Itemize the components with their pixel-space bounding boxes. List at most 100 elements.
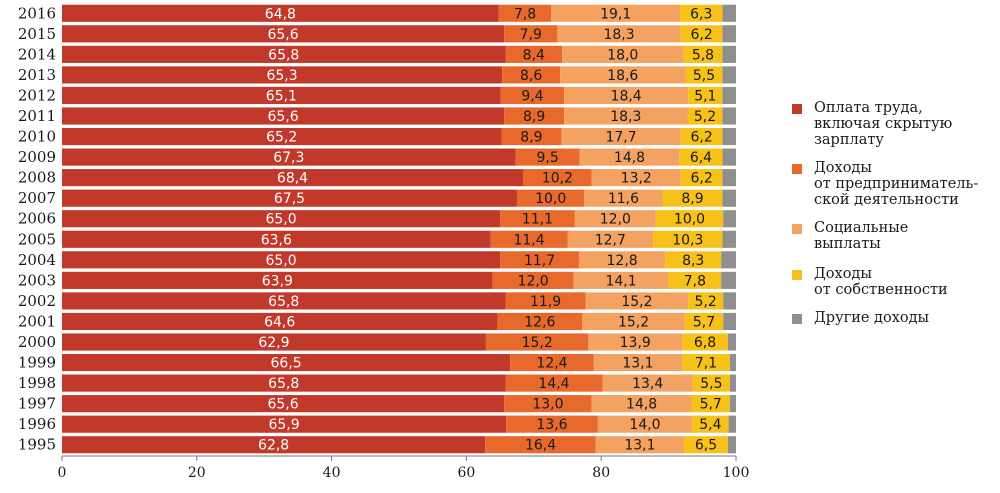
data-label: 9,5 bbox=[536, 150, 558, 166]
legend-swatch bbox=[792, 104, 802, 114]
data-label: 68,4 bbox=[277, 171, 308, 187]
data-label: 62,9 bbox=[258, 335, 289, 351]
bar-segment bbox=[722, 148, 736, 166]
bar-segment bbox=[62, 45, 506, 63]
category-label: 2001 bbox=[18, 312, 56, 330]
legend-label: Доходы от предпринима­тель- ской деятель… bbox=[814, 160, 979, 208]
category-label: 2012 bbox=[18, 86, 56, 104]
bar-segment bbox=[722, 189, 736, 207]
legend-item: Доходы от предпринима­тель- ской деятель… bbox=[792, 160, 997, 208]
category-label: 2009 bbox=[18, 148, 56, 166]
data-label: 6,4 bbox=[690, 150, 712, 166]
bar-segment bbox=[721, 271, 736, 289]
data-label: 5,2 bbox=[695, 294, 717, 310]
data-label: 14,8 bbox=[614, 150, 645, 166]
bar-segment bbox=[62, 25, 505, 43]
bar-segment bbox=[504, 25, 558, 43]
bar-segment bbox=[573, 271, 669, 289]
legend-item: Социальные выплаты bbox=[792, 220, 997, 252]
data-label: 67,5 bbox=[274, 191, 305, 207]
bar-segment bbox=[655, 210, 724, 228]
x-tick-label: 80 bbox=[592, 465, 610, 481]
bar-segment bbox=[679, 148, 723, 166]
category-label: 2003 bbox=[18, 271, 56, 289]
data-label: 18,3 bbox=[603, 27, 634, 43]
bar-segment bbox=[692, 415, 729, 433]
data-label: 12,0 bbox=[600, 212, 631, 228]
bar-segment bbox=[62, 169, 524, 187]
data-label: 11,7 bbox=[524, 253, 555, 269]
data-label: 13,6 bbox=[536, 417, 567, 433]
bar-segment bbox=[591, 395, 692, 413]
bar-segment bbox=[680, 169, 723, 187]
category-label: 1999 bbox=[18, 354, 56, 372]
bar-segment bbox=[516, 189, 585, 207]
bar-segment bbox=[729, 395, 736, 413]
bar-segment bbox=[62, 66, 503, 84]
data-label: 13,1 bbox=[622, 356, 653, 372]
data-label: 8,9 bbox=[520, 130, 542, 146]
data-label: 18,4 bbox=[611, 88, 642, 104]
data-label: 5,2 bbox=[694, 109, 716, 125]
data-label: 16,4 bbox=[525, 438, 556, 454]
data-label: 14,8 bbox=[626, 397, 657, 413]
bars-group: 2016 64,8 7,8 19,1 6,3 2015 65,6 7,9 18,3 6,2 2014… bbox=[18, 4, 736, 454]
x-tick-label: 0 bbox=[58, 465, 67, 481]
data-label: 65,8 bbox=[268, 294, 299, 310]
data-label: 62,8 bbox=[258, 438, 289, 454]
bar-segment bbox=[62, 86, 501, 105]
bar-segment bbox=[682, 353, 730, 372]
bar-segment bbox=[585, 292, 689, 310]
data-label: 5,1 bbox=[694, 88, 716, 104]
bar-segment bbox=[562, 45, 684, 63]
x-tick-label: 20 bbox=[188, 465, 206, 481]
data-label: 7,1 bbox=[695, 356, 717, 372]
data-label: 13,1 bbox=[624, 438, 655, 454]
legend-swatch bbox=[792, 270, 802, 280]
data-label: 65,6 bbox=[267, 109, 298, 125]
bar-segment bbox=[729, 353, 736, 372]
bar-segment bbox=[497, 312, 583, 331]
x-tick-label: 60 bbox=[457, 465, 475, 481]
bar-segment bbox=[500, 210, 575, 228]
bar-segment bbox=[680, 4, 723, 22]
category-label: 2008 bbox=[18, 169, 56, 187]
bar-segment bbox=[62, 415, 507, 433]
bar-segment bbox=[692, 374, 730, 392]
category-label: 2010 bbox=[18, 128, 56, 146]
legend-item: Доходы от собственности bbox=[792, 266, 997, 298]
data-label: 65,8 bbox=[268, 376, 299, 392]
bar-segment bbox=[723, 292, 736, 310]
data-label: 8,6 bbox=[520, 68, 542, 84]
data-label: 8,4 bbox=[523, 47, 545, 63]
bar-segment bbox=[500, 251, 579, 269]
bar-segment bbox=[684, 436, 728, 454]
bar-segment bbox=[62, 189, 517, 207]
data-label: 18,6 bbox=[607, 68, 638, 84]
data-label: 6,2 bbox=[690, 171, 712, 187]
bar-segment bbox=[62, 312, 498, 331]
data-label: 13,4 bbox=[632, 376, 663, 392]
bar-segment bbox=[723, 312, 736, 331]
data-label: 11,1 bbox=[522, 212, 553, 228]
data-label: 13,9 bbox=[620, 335, 651, 351]
bar-segment bbox=[582, 312, 685, 331]
data-label: 65,9 bbox=[268, 417, 299, 433]
data-label: 64,8 bbox=[265, 6, 296, 22]
bar-segment bbox=[504, 395, 592, 413]
data-label: 12,8 bbox=[607, 253, 638, 269]
data-label: 12,6 bbox=[524, 314, 555, 330]
bar-segment bbox=[62, 210, 501, 228]
legend-swatch bbox=[792, 164, 802, 174]
bar-segment bbox=[588, 333, 683, 351]
data-label: 19,1 bbox=[600, 6, 631, 22]
bar-segment bbox=[680, 127, 723, 146]
category-label: 2014 bbox=[18, 45, 56, 63]
bar-segment bbox=[688, 292, 724, 310]
bar-segment bbox=[578, 251, 666, 269]
bar-segment bbox=[722, 86, 736, 105]
bar-segment bbox=[505, 45, 563, 63]
bar-segment bbox=[62, 292, 506, 310]
data-label: 10,0 bbox=[674, 212, 705, 228]
data-label: 8,3 bbox=[682, 253, 704, 269]
